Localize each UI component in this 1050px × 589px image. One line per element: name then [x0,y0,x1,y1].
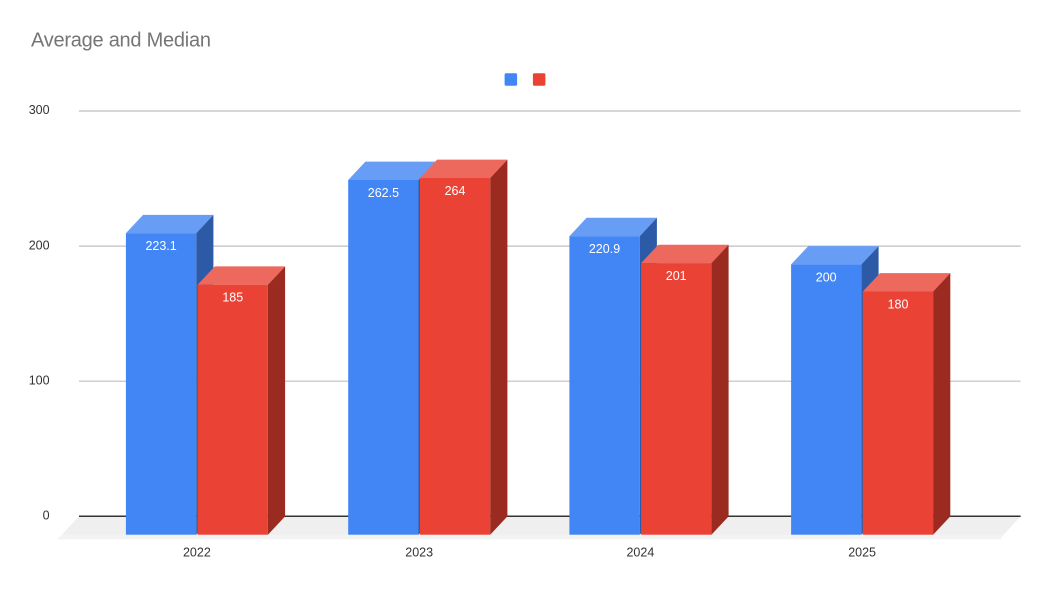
svg-text:180: 180 [888,297,909,311]
svg-text:2023: 2023 [405,545,433,559]
svg-text:300: 300 [29,103,50,117]
svg-text:200: 200 [816,270,837,284]
svg-text:262.5: 262.5 [368,186,399,200]
svg-text:200: 200 [29,238,50,252]
svg-text:2024: 2024 [626,545,654,559]
svg-text:201: 201 [666,269,687,283]
svg-text:264: 264 [445,184,466,198]
svg-text:0: 0 [43,509,50,523]
svg-text:2025: 2025 [848,545,876,559]
svg-text:223.1: 223.1 [145,239,176,253]
svg-text:185: 185 [222,291,243,305]
svg-text:100: 100 [29,373,50,387]
svg-text:2022: 2022 [183,545,211,559]
svg-text:220.9: 220.9 [589,242,620,256]
svg-text:Average and Median: Average and Median [31,30,211,52]
